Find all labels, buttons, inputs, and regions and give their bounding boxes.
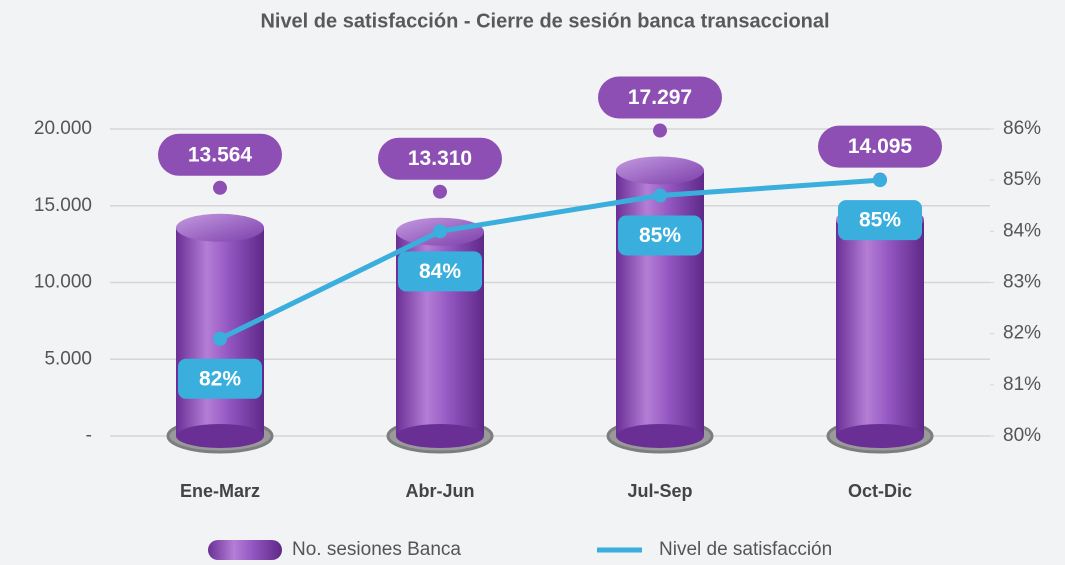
y2-tick-label: 81% (1003, 374, 1041, 395)
label-bubble (158, 133, 282, 176)
line (218, 177, 881, 342)
y2-tick-label: 85% (1003, 169, 1041, 190)
bar-bottom (396, 424, 484, 448)
line-value-label: 85% (859, 209, 901, 232)
label-bubble (598, 76, 722, 119)
line-point (213, 331, 227, 346)
label-bubble (618, 215, 702, 256)
line-value-label: 84% (419, 260, 461, 283)
y-tick-label: 10.000 (34, 272, 92, 293)
bar-value-label: 14.095 (848, 135, 913, 158)
y2-tick-label: 83% (1003, 272, 1041, 293)
legend-swatch (208, 540, 282, 560)
x-tick-label: Oct-Dic (848, 481, 912, 501)
y-tick-label: 20.000 (34, 118, 92, 139)
bar-bottom (176, 424, 264, 448)
line-point (873, 173, 887, 188)
y2-tick-label: 86% (1003, 118, 1041, 139)
line-point (653, 188, 667, 203)
x-tick-label: Abr-Jun (406, 481, 475, 501)
bar-bottom (616, 424, 704, 448)
y2-tick-label: 82% (1003, 323, 1041, 344)
line-value-label: 85% (639, 224, 681, 247)
line-value-label: 82% (199, 367, 241, 390)
legend-label: No. sesiones Banca (292, 539, 461, 560)
label-bubble (818, 125, 942, 168)
bar-bottom (836, 424, 924, 448)
bar (616, 170, 704, 437)
bar-top (176, 213, 264, 242)
line-point (433, 224, 447, 239)
chart-title: Nivel de satisfacción - Cierre de sesión… (260, 10, 829, 32)
label-bubble (398, 251, 482, 292)
label-bubble (838, 200, 922, 241)
bar (836, 219, 924, 436)
bar-value-label: 13.310 (408, 147, 472, 170)
label-bubble (378, 137, 502, 180)
y2-tick-label: 84% (1003, 220, 1041, 241)
y-tick-label: 15.000 (34, 195, 92, 216)
y-tick-label: 5.000 (44, 348, 92, 369)
bar-value-label: 13.564 (188, 143, 253, 166)
label-dot (433, 184, 447, 199)
y2-tick-label: 80% (1003, 425, 1041, 446)
label-dot (213, 180, 227, 195)
legend-label: Nivel de satisfacción (659, 539, 832, 560)
bar-top (616, 156, 704, 185)
x-tick-label: Ene-Marz (180, 481, 260, 501)
bar-value-label: 17.297 (628, 86, 692, 109)
x-tick-label: Jul-Sep (627, 481, 692, 501)
label-bubble (178, 358, 262, 399)
label-dot (653, 123, 667, 138)
y-tick-label: - (86, 425, 92, 446)
